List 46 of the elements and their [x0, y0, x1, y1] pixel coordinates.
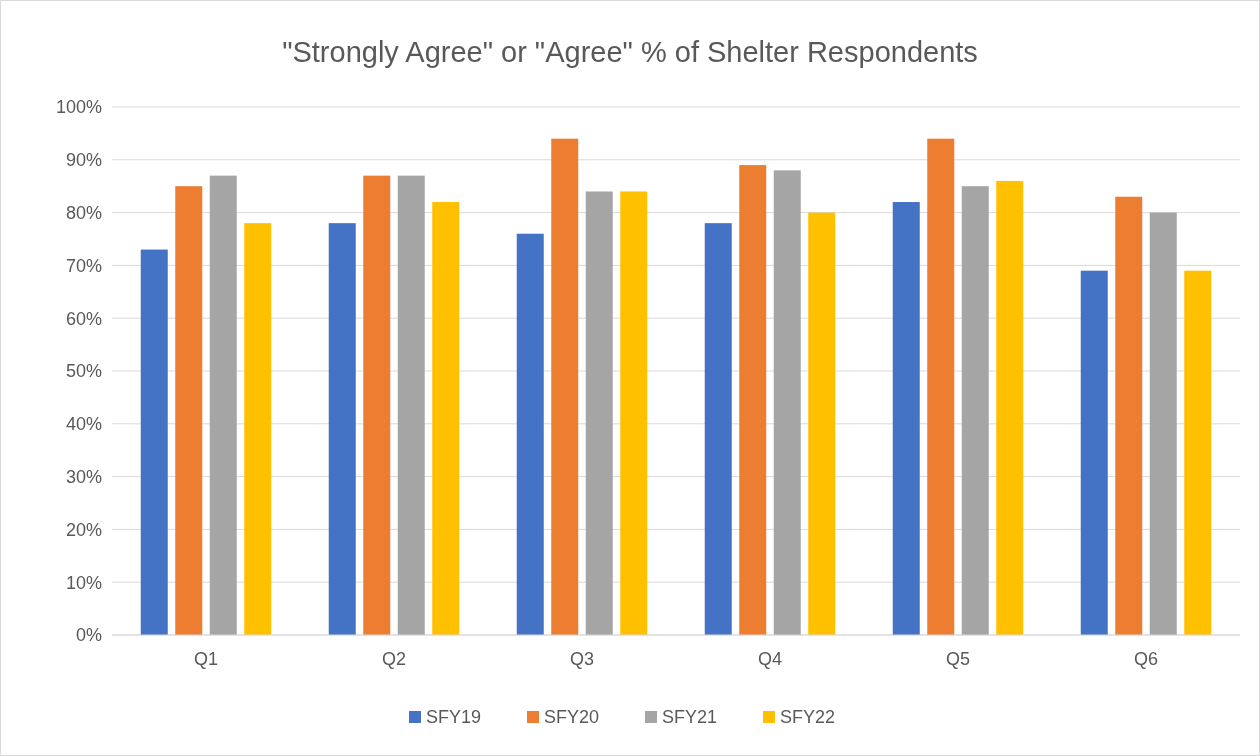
bar	[397, 175, 425, 635]
bar	[996, 180, 1024, 635]
legend-label: SFY21	[662, 707, 718, 728]
bar	[739, 165, 767, 635]
bar	[773, 170, 801, 635]
bar	[551, 138, 579, 635]
legend-label: SFY20	[544, 707, 600, 728]
x-tick-label: Q6	[1133, 649, 1159, 669]
bar	[328, 223, 356, 635]
bar	[585, 191, 613, 635]
y-tick-label: 30%	[65, 466, 102, 487]
legend-label: SFY19	[426, 707, 482, 728]
y-tick-label: 60%	[65, 308, 102, 329]
bar	[620, 191, 648, 635]
x-tick-label: Q2	[381, 649, 407, 669]
y-tick-label: 100%	[55, 97, 102, 118]
bar	[1115, 196, 1143, 635]
y-tick-label: 20%	[65, 519, 102, 540]
x-tick-label: Q4	[757, 649, 783, 669]
bar	[1080, 270, 1108, 635]
bar	[1149, 212, 1177, 635]
y-tick-label: 10%	[65, 572, 102, 593]
bar	[892, 202, 920, 635]
bar	[927, 138, 955, 635]
y-tick-label: 80%	[65, 202, 102, 223]
bar	[704, 223, 732, 635]
bar	[808, 212, 836, 635]
bar	[244, 223, 272, 635]
bar	[209, 175, 237, 635]
bar	[961, 186, 989, 635]
bar	[1184, 270, 1212, 635]
chart-title: "Strongly Agree" or "Agree" % of Shelter Respondents	[282, 36, 978, 68]
legend-label: SFY22	[780, 707, 836, 728]
y-tick-label: 50%	[65, 361, 102, 382]
bar	[140, 249, 168, 635]
bar	[363, 175, 391, 635]
y-tick-label: 90%	[65, 150, 102, 171]
x-tick-label: Q5	[945, 649, 971, 669]
x-tick-label: Q1	[193, 649, 219, 669]
bar	[516, 233, 544, 635]
bar	[175, 186, 203, 635]
bar	[432, 202, 460, 635]
y-tick-label: 70%	[65, 255, 102, 276]
y-tick-label: 40%	[65, 414, 102, 435]
y-tick-label: 0%	[75, 625, 102, 646]
x-tick-label: Q3	[569, 649, 595, 669]
